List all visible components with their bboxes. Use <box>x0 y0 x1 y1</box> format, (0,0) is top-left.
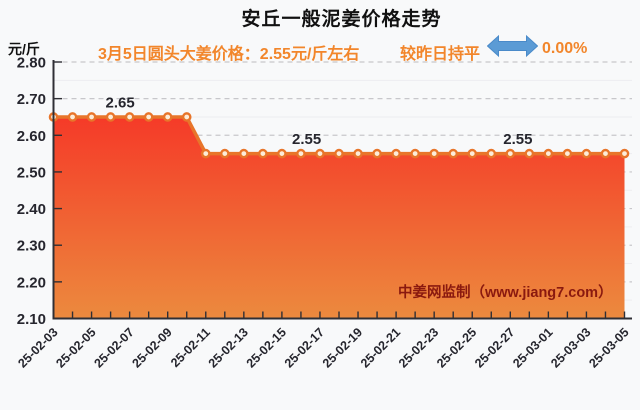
svg-text:25-02-13: 25-02-13 <box>206 325 251 370</box>
data-point-marker <box>334 148 344 159</box>
svg-text:2.60: 2.60 <box>17 128 46 145</box>
svg-text:2.40: 2.40 <box>17 201 46 218</box>
data-point-marker <box>143 112 154 122</box>
svg-text:25-02-03: 25-02-03 <box>15 325 60 370</box>
svg-text:25-02-07: 25-02-07 <box>91 325 136 370</box>
data-point-marker <box>448 148 459 159</box>
svg-text:2.65: 2.65 <box>106 94 135 111</box>
data-point-marker <box>543 148 554 159</box>
data-point-marker <box>86 112 97 122</box>
watermark: 中姜网监制（www.jiang7.com） <box>398 285 613 301</box>
data-point-marker <box>258 148 268 159</box>
svg-text:2.55: 2.55 <box>292 131 321 148</box>
data-point-marker <box>277 148 287 159</box>
data-point-marker <box>239 148 249 159</box>
data-point-marker <box>505 148 516 159</box>
data-point-marker <box>296 148 306 159</box>
price-markers <box>48 112 630 159</box>
data-point-marker <box>105 112 116 122</box>
svg-text:25-02-11: 25-02-11 <box>168 325 213 370</box>
svg-text:2.30: 2.30 <box>17 238 46 255</box>
svg-text:25-02-21: 25-02-21 <box>358 325 403 370</box>
y-axis-ticks <box>53 61 62 283</box>
svg-text:2.80: 2.80 <box>17 55 46 72</box>
svg-text:2.55: 2.55 <box>503 131 532 148</box>
svg-text:2.20: 2.20 <box>17 274 46 291</box>
svg-text:25-02-23: 25-02-23 <box>396 325 441 370</box>
data-point-marker <box>200 148 211 159</box>
x-axis-labels: 25-02-0325-02-0525-02-0725-02-0925-02-11… <box>15 325 631 370</box>
svg-text:2.50: 2.50 <box>17 164 46 181</box>
data-point-marker <box>391 148 401 159</box>
point-value-labels: 2.65 2.55 2.55 <box>106 94 533 148</box>
svg-text:2.70: 2.70 <box>17 91 46 108</box>
data-point-marker <box>600 148 611 159</box>
x-axis-ticks <box>71 311 626 319</box>
comparison-label: 较昨日持平 <box>400 46 481 63</box>
data-point-marker <box>524 148 535 159</box>
svg-text:25-02-27: 25-02-27 <box>472 325 517 370</box>
svg-text:25-03-01: 25-03-01 <box>510 325 555 370</box>
price-subtitle: 3月5日圆头大姜价格：2.55元/斤左右 <box>98 46 360 63</box>
svg-text:25-03-03: 25-03-03 <box>548 325 593 370</box>
price-area-fill <box>53 117 625 319</box>
data-point-marker <box>219 148 230 159</box>
chart-title: 安丘一般泥姜价格走势 <box>241 9 442 30</box>
data-point-marker <box>562 148 573 159</box>
data-point-marker <box>429 148 439 159</box>
data-point-marker <box>372 148 382 159</box>
data-point-marker <box>181 112 192 122</box>
y-axis-unit-label: 元/斤 <box>8 41 40 57</box>
svg-text:25-02-25: 25-02-25 <box>434 325 479 370</box>
svg-text:25-02-19: 25-02-19 <box>320 325 365 370</box>
double-headed-arrow-shape <box>487 34 538 58</box>
svg-text:25-02-09: 25-02-09 <box>130 325 175 370</box>
data-point-marker <box>619 148 630 159</box>
data-point-marker <box>410 148 420 159</box>
y-axis-labels: 2.80 2.70 2.60 2.50 2.40 2.30 2.20 2.10 <box>17 55 46 329</box>
svg-text:25-03-05: 25-03-05 <box>586 325 631 370</box>
data-point-marker <box>486 148 497 159</box>
data-point-marker <box>315 148 325 159</box>
data-point-marker <box>353 148 363 159</box>
svg-text:25-02-17: 25-02-17 <box>282 325 327 370</box>
change-percent: 0.00% <box>542 40 588 57</box>
data-point-marker <box>124 112 135 122</box>
svg-text:25-02-05: 25-02-05 <box>53 325 98 370</box>
data-point-marker <box>67 112 78 122</box>
svg-text:2.10: 2.10 <box>17 311 46 328</box>
data-point-marker <box>467 148 478 159</box>
data-point-marker <box>162 112 173 122</box>
flat-trend-arrow-icon <box>487 34 538 58</box>
svg-text:25-02-15: 25-02-15 <box>244 325 289 370</box>
data-point-marker <box>581 148 592 159</box>
